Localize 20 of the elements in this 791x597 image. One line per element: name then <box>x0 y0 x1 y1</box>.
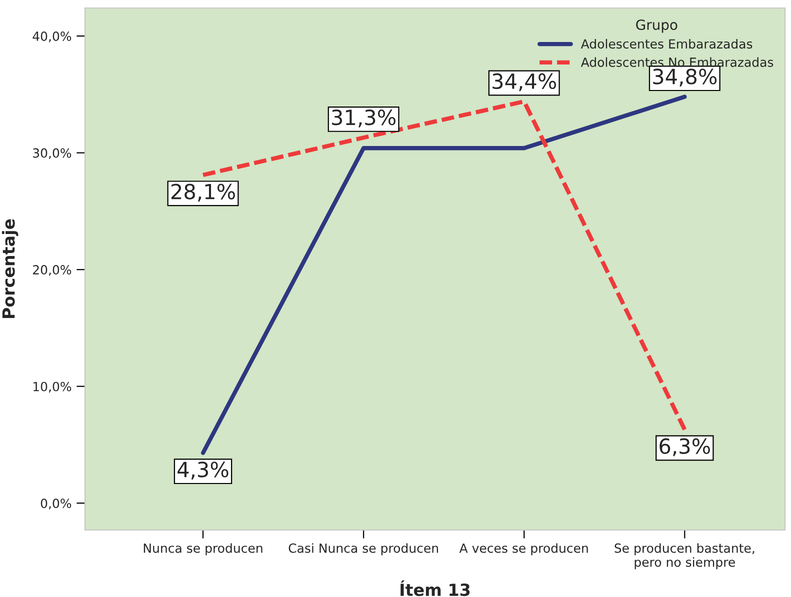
data-label: 6,3% <box>660 438 710 456</box>
y-tick-label: 30,0% <box>33 148 72 160</box>
data-label: 34,4% <box>492 73 556 92</box>
y-tick-label: 40,0% <box>32 32 72 42</box>
x-tick-label: Se producen bastante, pero no siempre <box>614 543 754 570</box>
legend-label: Adolescentes Embarazadas <box>580 38 752 49</box>
legend-title: Grupo <box>636 19 678 33</box>
x-tick-label: Nunca se producen <box>144 543 262 556</box>
y-tick-label: 0,0% <box>40 498 72 510</box>
x-tick-label: Casi Nunca se producen <box>288 543 438 556</box>
y-axis-title: Porcentaje <box>2 219 18 318</box>
data-label: 34,8% <box>653 68 717 87</box>
legend-label: Adolescentes No Embarazadas <box>580 57 774 67</box>
data-label: 4,3% <box>178 462 228 480</box>
y-tick-label: 20,0% <box>33 265 72 276</box>
x-axis-title: Ítem 13 <box>400 580 470 596</box>
x-tick-label: A veces se producen <box>459 543 588 556</box>
data-label: 31,3% <box>332 109 396 128</box>
data-label: 28,1% <box>171 184 235 202</box>
y-tick-label: 10,0% <box>33 382 72 393</box>
